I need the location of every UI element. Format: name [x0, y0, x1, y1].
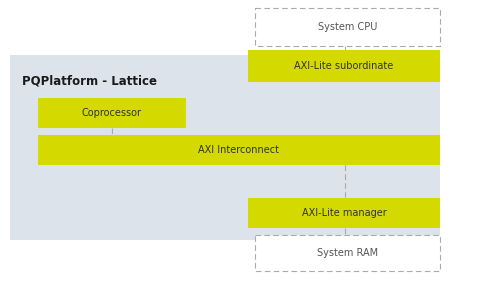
Text: Coprocessor: Coprocessor — [82, 108, 142, 118]
Bar — [10, 55, 440, 240]
Bar — [248, 198, 440, 228]
Bar — [248, 50, 440, 82]
Bar — [255, 235, 440, 271]
Text: AXI-Lite subordinate: AXI-Lite subordinate — [294, 61, 394, 71]
Text: System RAM: System RAM — [317, 248, 378, 258]
Bar — [255, 8, 440, 46]
Text: PQPlatform - Lattice: PQPlatform - Lattice — [22, 75, 157, 88]
Text: System CPU: System CPU — [318, 22, 377, 32]
Bar — [38, 135, 440, 165]
Text: AXI-Lite manager: AXI-Lite manager — [301, 208, 386, 218]
Bar — [38, 98, 186, 128]
Text: AXI Interconnect: AXI Interconnect — [199, 145, 279, 155]
